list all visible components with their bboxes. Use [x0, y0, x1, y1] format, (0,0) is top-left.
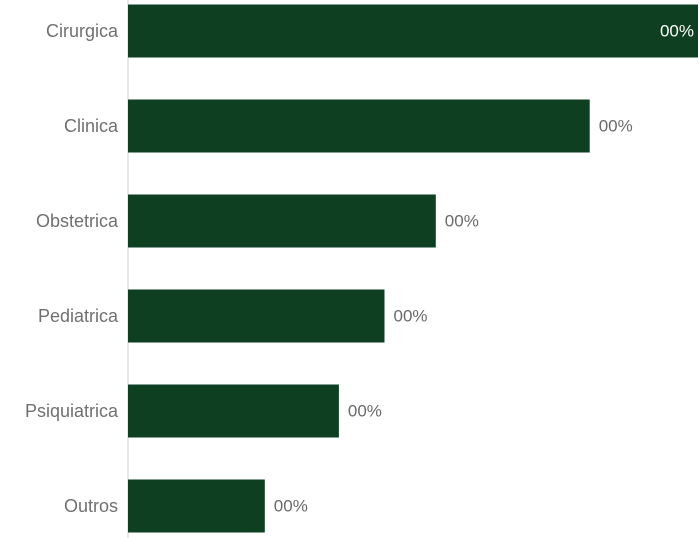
category-label-pediatrica: Pediatrica — [38, 306, 119, 326]
bar-outros — [128, 479, 265, 533]
value-label-outros: 00% — [274, 497, 308, 516]
bar-obstetrica — [128, 194, 436, 248]
value-label-obstetrica: 00% — [445, 212, 479, 231]
bar-cirurgica — [128, 4, 698, 58]
value-label-pediatrica: 00% — [394, 307, 428, 326]
value-labels-layer: 00% 00% 00% 00% 00% 00% — [274, 22, 694, 516]
bar-clinica — [128, 99, 590, 153]
category-label-obstetrica: Obstetrica — [36, 211, 119, 231]
value-label-cirurgica: 00% — [660, 22, 694, 41]
category-label-cirurgica: Cirurgica — [46, 21, 119, 41]
category-label-clinica: Clinica — [64, 116, 119, 136]
bars-layer — [128, 4, 698, 533]
bar-pediatrica — [128, 289, 385, 343]
value-label-clinica: 00% — [599, 117, 633, 136]
value-label-psiquiatrica: 00% — [348, 402, 382, 421]
category-label-outros: Outros — [64, 496, 118, 516]
bar-psiquiatrica — [128, 384, 339, 438]
category-label-psiquiatrica: Psiquiatrica — [25, 401, 119, 421]
category-labels-layer: Cirurgica Clinica Obstetrica Pediatrica Psiq… — [25, 21, 119, 516]
